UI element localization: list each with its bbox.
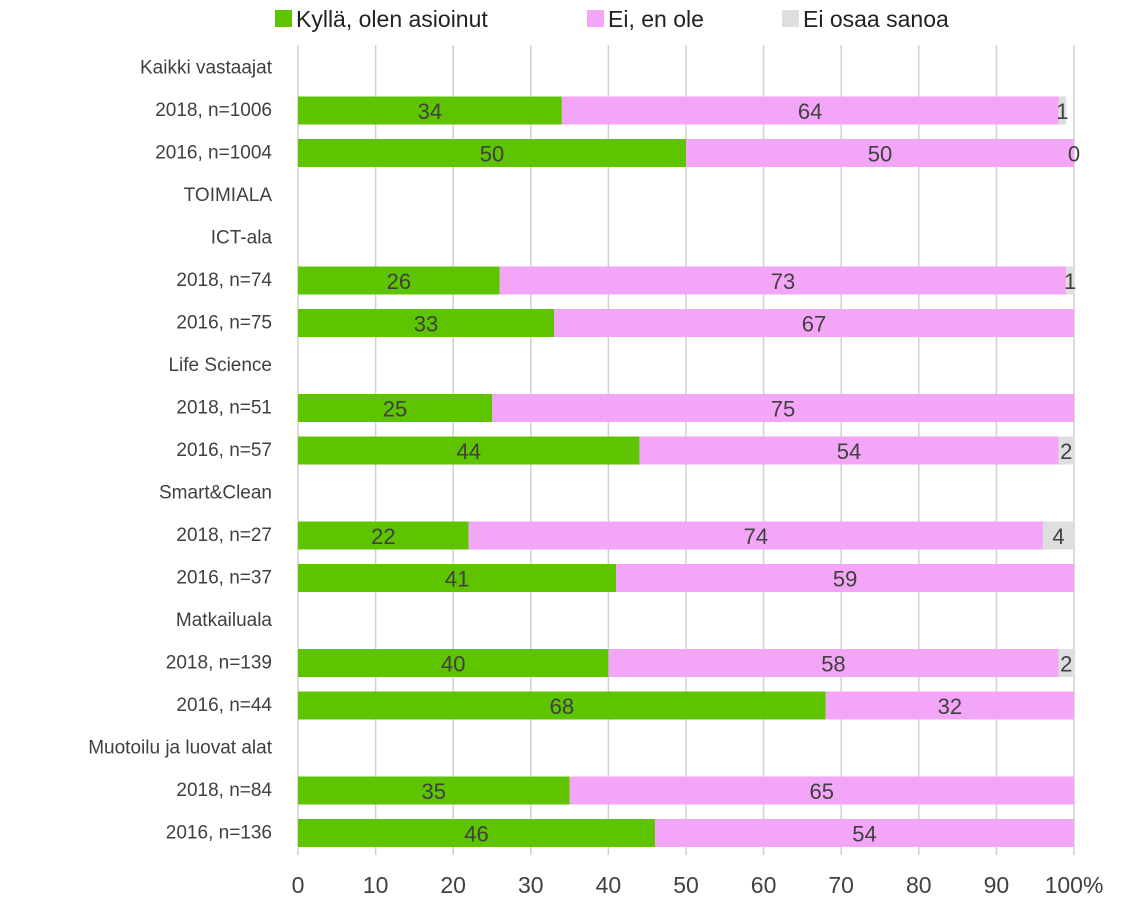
x-tick-label: 90 — [984, 872, 1010, 898]
bar-segment — [298, 521, 469, 550]
legend-swatch — [782, 10, 799, 27]
bar-segment — [1058, 649, 1074, 677]
bar-segment — [298, 691, 826, 720]
legend-label: Ei osaa sanoa — [803, 6, 949, 32]
bar-segment — [1066, 266, 1074, 295]
x-tick-label: 80 — [906, 872, 932, 898]
data-label: 4 — [1052, 524, 1064, 549]
bar-segment — [298, 776, 570, 805]
category-label: Kaikki vastaajat — [140, 58, 273, 79]
category-label: Life Science — [168, 355, 272, 376]
data-label: 34 — [418, 99, 442, 124]
category-label: 2016, n=75 — [176, 313, 272, 334]
bar-segment — [608, 649, 1059, 677]
x-tick-label: 30 — [518, 872, 544, 898]
bar-segment — [1058, 436, 1074, 465]
bar-segment — [298, 564, 617, 592]
x-tick-label: 0 — [292, 872, 305, 898]
x-tick-label: 60 — [751, 872, 777, 898]
category-label: Matkailuala — [176, 610, 273, 631]
x-tick-label: 50 — [673, 872, 699, 898]
category-label: 2018, n=74 — [176, 270, 272, 291]
data-label: 67 — [802, 312, 826, 337]
data-label: 64 — [798, 99, 822, 124]
data-label: 59 — [833, 567, 857, 592]
category-label: 2016, n=136 — [166, 823, 272, 844]
legend-swatch — [587, 10, 604, 27]
bar-segment — [298, 266, 500, 295]
data-label: 58 — [821, 652, 845, 677]
bar-segment — [298, 139, 686, 167]
category-label: 2016, n=37 — [176, 568, 272, 589]
data-label: 41 — [445, 567, 469, 592]
data-label: 0 — [1068, 142, 1080, 167]
category-label: 2016, n=1004 — [155, 143, 272, 164]
bar-segment — [468, 521, 1043, 550]
data-label: 54 — [852, 822, 876, 847]
data-label: 54 — [837, 439, 861, 464]
bar-segment — [499, 266, 1067, 295]
category-label: TOIMIALA — [184, 185, 273, 206]
data-label: 68 — [550, 694, 574, 719]
bar-segment — [1042, 521, 1074, 550]
bar-segment — [686, 139, 1074, 167]
bar-segment — [298, 394, 492, 422]
data-label: 25 — [383, 397, 407, 422]
data-label: 2 — [1060, 439, 1072, 464]
data-label: 26 — [387, 269, 411, 294]
category-label: 2018, n=51 — [176, 398, 272, 419]
bar-segment — [298, 819, 655, 847]
category-label: Smart&Clean — [159, 483, 272, 504]
bar-segment — [825, 691, 1074, 720]
category-label: 2018, n=139 — [166, 653, 272, 674]
legend-swatch — [275, 10, 292, 27]
bar-segment — [616, 564, 1074, 592]
x-tick-label: 20 — [440, 872, 466, 898]
bar-segment — [492, 394, 1074, 422]
data-label: 33 — [414, 312, 438, 337]
category-label: 2018, n=27 — [176, 525, 272, 546]
data-label: 44 — [456, 439, 480, 464]
bar-segment — [569, 776, 1074, 805]
data-label: 75 — [771, 397, 795, 422]
category-label: Muotoilu ja luovat alat — [88, 738, 272, 759]
bar-segment — [298, 649, 609, 677]
data-label: 50 — [868, 142, 892, 167]
bar-segment — [639, 436, 1059, 465]
bar-segment — [298, 96, 562, 125]
data-label: 73 — [771, 269, 795, 294]
category-label: 2016, n=44 — [176, 695, 272, 716]
data-label: 2 — [1060, 652, 1072, 677]
legend-label: Ei, en ole — [608, 6, 704, 32]
category-label: 2018, n=1006 — [155, 100, 272, 121]
data-label: 1 — [1064, 269, 1076, 294]
x-tick-label: 70 — [828, 872, 854, 898]
x-tick-label: 100% — [1045, 872, 1104, 898]
category-label: ICT-ala — [211, 228, 273, 249]
legend-label: Kyllä, olen asioinut — [296, 6, 488, 32]
data-label: 74 — [744, 524, 768, 549]
data-label: 65 — [810, 779, 834, 804]
category-label: 2018, n=84 — [176, 780, 272, 801]
bar-segment — [298, 309, 555, 337]
data-label: 40 — [441, 652, 465, 677]
data-label: 46 — [464, 822, 488, 847]
data-label: 32 — [938, 694, 962, 719]
bar-segment — [654, 819, 1074, 847]
data-label: 1 — [1056, 99, 1068, 124]
bar-segment — [1058, 96, 1067, 125]
category-label: 2016, n=57 — [176, 440, 272, 461]
bar-segment — [554, 309, 1074, 337]
data-label: 35 — [422, 779, 446, 804]
x-tick-label: 10 — [363, 872, 389, 898]
data-label: 50 — [480, 142, 504, 167]
data-label: 22 — [371, 524, 395, 549]
bar-segment — [298, 436, 640, 465]
x-tick-label: 40 — [596, 872, 622, 898]
bar-segment — [561, 96, 1059, 125]
